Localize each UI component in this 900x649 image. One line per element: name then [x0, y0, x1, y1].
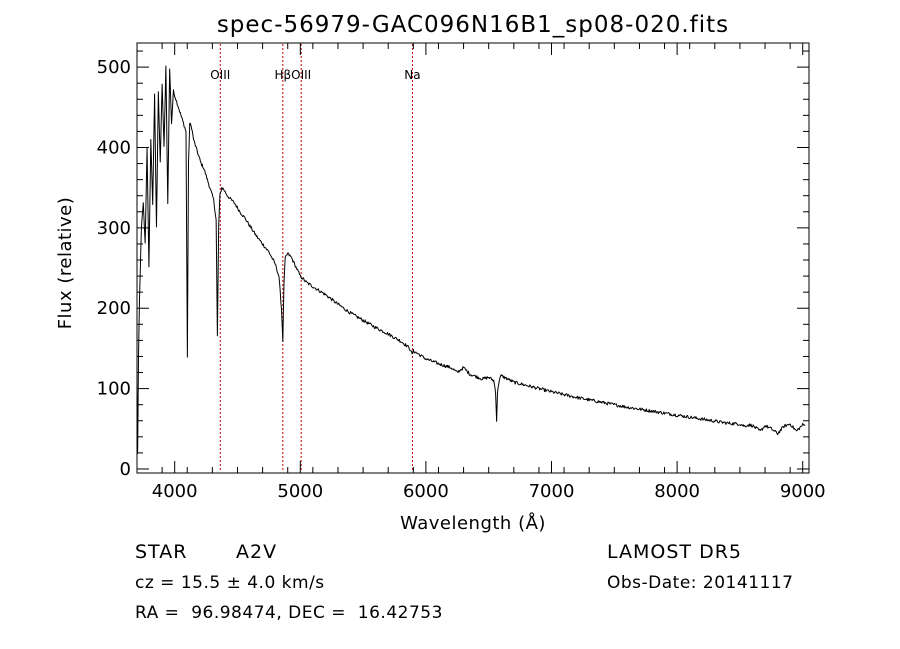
y-axis: 0 100 200 300 400 500	[97, 50, 809, 480]
spectrum-series	[136, 65, 806, 455]
x-tick-label-4: 8000	[654, 481, 700, 502]
object-class: STAR	[135, 541, 188, 563]
y-tick-label-5: 500	[97, 57, 131, 78]
line-label-1: OIII	[210, 68, 230, 82]
x-tick-label-3: 7000	[529, 481, 575, 502]
y-tick-label-2: 200	[97, 298, 131, 319]
x-axis-label: Wavelength (Å)	[400, 512, 546, 534]
y-tick-label-3: 300	[97, 218, 131, 239]
line-label-0: Hβ	[274, 68, 291, 82]
observation-date: Obs-Date: 20141117	[607, 573, 794, 593]
survey-name: LAMOST DR5	[607, 541, 742, 563]
redshift-cz: cz = 15.5 ± 4.0 km/s	[135, 573, 325, 593]
ra-dec-coordinates: RA = 96.98474, DEC = 16.42753	[135, 603, 443, 623]
x-tick-label-5: 9000	[780, 481, 826, 502]
plot-frame	[136, 42, 810, 474]
y-tick-label-4: 400	[97, 137, 131, 158]
spectrum-line	[136, 65, 806, 455]
x-tick-label-0: 4000	[152, 481, 198, 502]
x-tick-label-1: 5000	[277, 481, 323, 502]
x-axis: 4000 5000 6000 7000 8000 9000	[136, 43, 826, 502]
y-tick-label-0: 0	[120, 459, 131, 480]
x-tick-label-2: 6000	[403, 481, 449, 502]
y-tick-label-1: 100	[97, 379, 131, 400]
spectral-subclass: A2V	[236, 541, 278, 563]
chart-title: spec-56979-GAC096N16B1_sp08-020.fits	[217, 12, 729, 38]
line-label-2: Na	[404, 68, 420, 82]
y-axis-label: Flux (relative)	[55, 197, 76, 330]
line-label-3: OIII	[291, 68, 311, 82]
